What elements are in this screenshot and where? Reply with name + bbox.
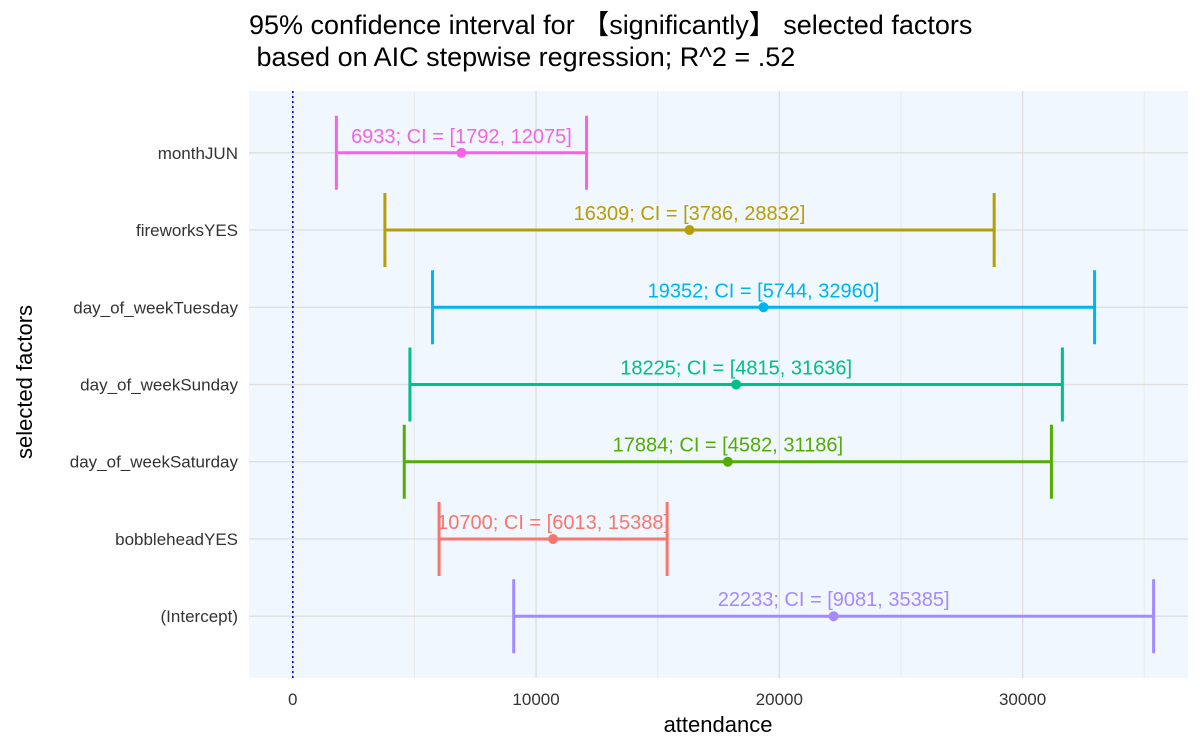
- chart-title-line-1: 95% confidence interval for 【significant…: [249, 10, 972, 40]
- factor-day_of_weekSunday: 18225; CI = [4815, 31636]: [408, 347, 1064, 422]
- estimate-point: [758, 302, 769, 313]
- ci-label: 6933; CI = [1792, 12075]: [351, 126, 572, 148]
- y-tick-label: day_of_weekTuesday: [73, 298, 238, 317]
- estimate-point: [548, 533, 559, 544]
- factor-day_of_weekSaturday: 17884; CI = [4582, 31186]: [402, 424, 1053, 499]
- estimate-point: [722, 456, 733, 467]
- factor-day_of_weekTuesday: 19352; CI = [5744, 32960]: [431, 270, 1097, 345]
- y-tick-label: day_of_weekSunday: [80, 376, 238, 395]
- y-tick-label: (Intercept): [161, 607, 238, 626]
- y-tick-label: bobbleheadYES: [115, 530, 238, 549]
- x-tick-label: 20000: [756, 690, 803, 709]
- factor-fireworksYES: 16309; CI = [3786, 28832]: [383, 193, 996, 268]
- estimate-point: [731, 379, 742, 390]
- y-tick-label: monthJUN: [158, 144, 238, 163]
- ci-label: 17884; CI = [4582, 31186]: [613, 435, 843, 457]
- estimate-point: [684, 225, 695, 236]
- chart-title-line-2: based on AIC stepwise regression; R^2 = …: [249, 42, 795, 72]
- ci-label: 22233; CI = [9081, 35385]: [718, 589, 950, 611]
- x-axis-tick-labels: 0 10000 20000 30000: [288, 690, 1046, 709]
- y-axis-tick-labels: monthJUN fireworksYES day_of_weekTuesdayda…: [70, 144, 239, 626]
- factor-(Intercept): 22233; CI = [9081, 35385]: [512, 579, 1156, 654]
- factor-intervals: 6933; CI = [1792, 12075] 16309; CI = [378…: [334, 115, 1156, 654]
- x-axis-title: attendance: [664, 712, 773, 737]
- y-tick-label: day_of_weekSaturday: [70, 453, 239, 472]
- ci-label: 18225; CI = [4815, 31636]: [620, 358, 852, 380]
- factor-bobbleheadYES: 10700; CI = [6013, 15388]: [437, 501, 669, 576]
- ci-label: 19352; CI = [5744, 32960]: [648, 280, 880, 302]
- estimate-point: [828, 611, 839, 622]
- y-axis-title: selected factors: [12, 305, 37, 459]
- x-tick-label: 10000: [512, 690, 559, 709]
- ci-label: 10700; CI = [6013, 15388]: [437, 512, 669, 534]
- x-tick-label: 30000: [999, 690, 1046, 709]
- estimate-point: [456, 147, 467, 158]
- factor-monthJUN: 6933; CI = [1792, 12075]: [334, 115, 589, 190]
- ci-label: 16309; CI = [3786, 28832]: [574, 203, 806, 225]
- x-tick-label: 0: [288, 690, 297, 709]
- y-tick-label: fireworksYES: [136, 221, 238, 240]
